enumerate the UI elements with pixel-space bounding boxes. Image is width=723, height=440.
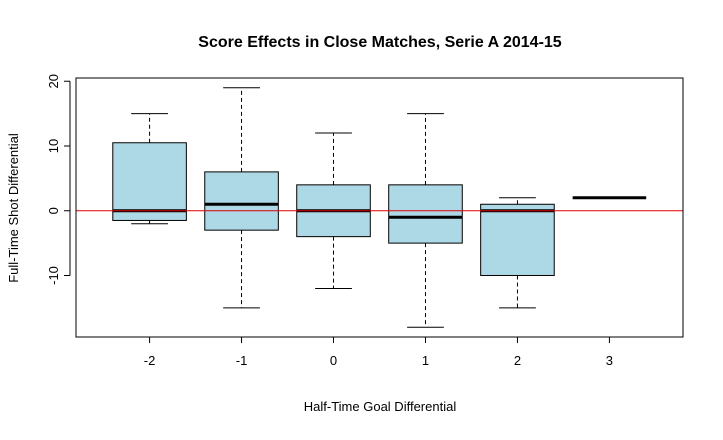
box [112, 142, 187, 221]
y-tick-label: 20 [46, 74, 61, 88]
plot-frame [75, 77, 684, 338]
x-tick-label: 0 [330, 353, 337, 368]
x-tick-label: -2 [144, 353, 156, 368]
chart-title: Score Effects in Close Matches, Serie A … [198, 34, 562, 51]
box [388, 184, 463, 244]
y-tick-label: -10 [46, 266, 61, 285]
x-tick-label: 1 [422, 353, 429, 368]
box [204, 171, 279, 231]
box [480, 203, 555, 276]
y-tick-label: 10 [46, 139, 61, 153]
x-tick-label: 3 [606, 353, 613, 368]
x-tick-label: -1 [236, 353, 248, 368]
x-tick-label: 2 [514, 353, 521, 368]
y-axis-label: Full-Time Shot Differential [6, 133, 21, 283]
x-axis-label: Half-Time Goal Differential [304, 399, 457, 414]
y-tick-label: 0 [46, 207, 61, 214]
